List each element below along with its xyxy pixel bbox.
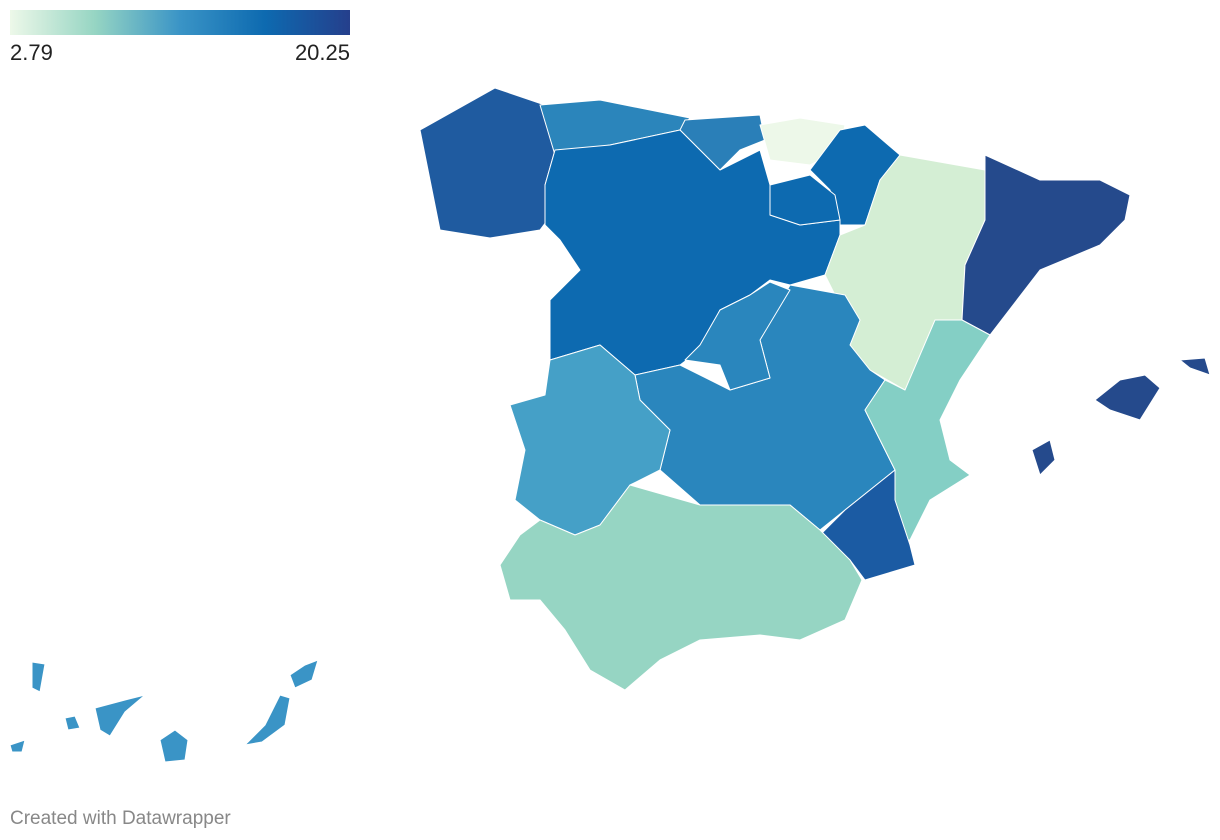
region [684,281,791,391]
region [1094,374,1161,421]
region [499,484,863,691]
region [769,174,841,226]
region [289,659,319,689]
region [544,129,841,376]
region [31,661,46,693]
region [819,469,916,581]
region [864,319,991,541]
region [64,715,81,731]
legend-gradient [10,10,350,35]
region [94,694,146,737]
legend-min: 2.79 [10,40,53,65]
region [1179,357,1211,376]
region [159,729,189,763]
credit: Created with Datawrapper [10,808,231,829]
region [9,739,26,753]
region [244,694,291,746]
legend-max: 20.25 [295,40,350,65]
regions [9,87,1211,763]
region [419,87,556,239]
region [961,154,1131,336]
region [1031,439,1056,476]
